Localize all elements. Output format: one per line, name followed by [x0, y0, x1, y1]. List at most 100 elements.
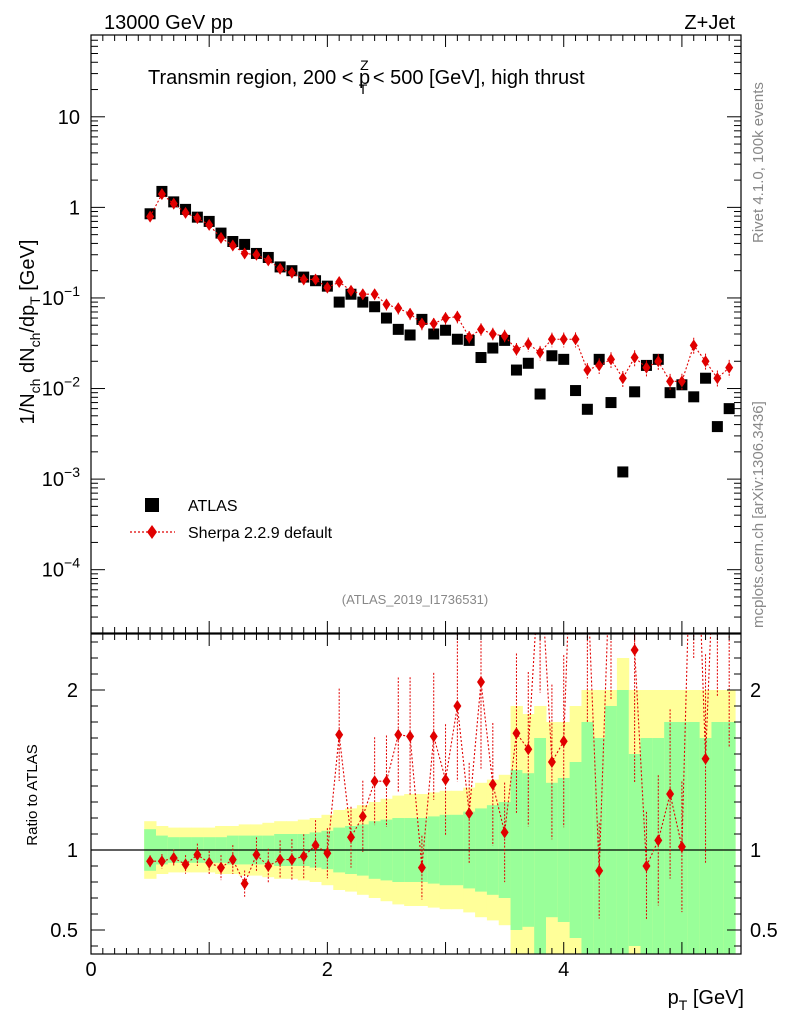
- sherpa-point: [488, 328, 497, 340]
- ratio-y-tick-label-right: 1: [750, 840, 761, 862]
- atlas-point: [239, 238, 251, 250]
- sherpa-point: [417, 317, 426, 330]
- atlas-point: [629, 386, 641, 398]
- sherpa-point: [287, 266, 296, 279]
- ratio-sherpa-point: [559, 735, 568, 748]
- ratio-sherpa-point: [547, 756, 556, 768]
- sherpa-point: [252, 248, 261, 261]
- sherpa-point: [595, 359, 604, 372]
- ratio-sherpa-point: [217, 861, 225, 874]
- sherpa-point: [370, 288, 379, 301]
- main-y-axis-label: 1/Nch dNch/dpT [GeV]: [17, 240, 43, 425]
- sherpa-point: [205, 218, 214, 231]
- sherpa-point: [181, 206, 190, 219]
- sherpa-point: [477, 323, 485, 336]
- ratio-sherpa-point: [205, 856, 214, 869]
- green-band-bin: [640, 738, 653, 954]
- sherpa-point: [677, 375, 686, 388]
- green-band-bin: [534, 738, 547, 954]
- sherpa-point: [512, 343, 521, 356]
- ratio-panel-frame: [90, 633, 742, 955]
- ratio-sherpa-point: [146, 855, 155, 868]
- atlas-point: [581, 403, 593, 415]
- ratio-sherpa-point: [512, 727, 521, 740]
- green-band-bin: [664, 722, 677, 954]
- sherpa-point: [536, 346, 545, 359]
- ratio-sherpa-point: [572, 412, 580, 424]
- ratio-sherpa-point: [240, 877, 249, 890]
- series-atlas: [144, 185, 735, 478]
- series-sherpa: [146, 188, 734, 391]
- atlas-point: [522, 357, 534, 369]
- ratio-sherpa-point: [193, 848, 202, 861]
- ratio-sherpa-point: [276, 853, 285, 866]
- sherpa-point: [347, 284, 355, 297]
- atlas-point: [333, 296, 345, 308]
- sherpa-point: [500, 330, 509, 343]
- ratio-sherpa-point: [441, 773, 450, 786]
- ratio-sherpa-point: [264, 860, 273, 872]
- ratio-sherpa-point: [287, 853, 296, 866]
- sherpa-point: [264, 254, 273, 267]
- ratio-sherpa-point: [500, 826, 509, 839]
- ratio-sherpa-point: [453, 700, 462, 712]
- sherpa-point: [335, 276, 344, 289]
- ratio-sherpa-point: [394, 728, 403, 741]
- green-band-bin: [699, 738, 712, 954]
- atlas-point: [380, 312, 392, 324]
- sherpa-point: [169, 197, 178, 210]
- sherpa-point: [453, 310, 462, 323]
- sherpa-point: [146, 210, 155, 223]
- process-label: Z+Jet: [684, 12, 735, 34]
- legend-mc-label: Sherpa 2.2.9 default: [188, 525, 333, 542]
- axes: 0 2 4 10−4 10−3 10−2 10−1 1 10 0.5 0.5 1 1 2 2: [42, 34, 778, 981]
- atlas-point: [617, 466, 629, 478]
- sherpa-point: [217, 231, 225, 244]
- legend-mc-marker: [147, 525, 157, 539]
- green-band-bin: [616, 690, 630, 954]
- main-panel-frame: [90, 34, 742, 634]
- atlas-point: [723, 403, 735, 415]
- atlas-point: [711, 421, 723, 433]
- mcplots-reference-label: mcplots.cern.ch [arXiv:1306.3436]: [750, 401, 767, 628]
- atlas-point: [570, 385, 582, 397]
- sherpa-line: [149, 193, 730, 382]
- atlas-point: [700, 372, 712, 384]
- sherpa-point: [228, 239, 237, 252]
- sherpa-point: [465, 331, 474, 344]
- sherpa-point: [394, 302, 403, 315]
- ratio-sherpa-point: [654, 834, 663, 847]
- atlas-point: [357, 296, 369, 308]
- green-band-bin: [711, 722, 724, 954]
- ratio-series-sherpa: [146, 412, 733, 921]
- sherpa-point: [559, 333, 568, 346]
- y-tick-label: 10: [58, 107, 80, 129]
- sherpa-point: [666, 375, 675, 388]
- plot-title: Transmin region, 200 < pZ T < 500 [GeV], …: [148, 57, 585, 97]
- atlas-point: [404, 329, 416, 341]
- green-band-bin: [581, 722, 594, 954]
- ratio-sherpa-point: [417, 861, 426, 874]
- sherpa-point: [358, 288, 367, 301]
- ratio-sherpa-line: [150, 634, 712, 885]
- ratio-sherpa-point: [666, 788, 675, 800]
- ratio-sherpa-point: [323, 847, 332, 860]
- sherpa-point: [157, 188, 166, 201]
- legend-atlas-label: ATLAS: [188, 498, 238, 515]
- sherpa-point: [713, 372, 722, 385]
- ratio-y-tick-label-right: 2: [750, 680, 761, 702]
- sherpa-point: [382, 298, 391, 311]
- sherpa-point: [429, 317, 438, 330]
- ratio-sherpa-point: [311, 839, 320, 852]
- atlas-point: [369, 301, 381, 313]
- y-tick-label: 1: [69, 197, 80, 219]
- ratio-sherpa-point: [630, 644, 639, 656]
- ratio-sherpa-point: [252, 848, 261, 861]
- ratio-sherpa-point: [181, 858, 190, 871]
- sherpa-point: [607, 353, 615, 366]
- ratio-sherpa-point: [725, 540, 733, 552]
- ratio-sherpa-point: [677, 840, 686, 853]
- x-tick-label: 0: [85, 959, 96, 981]
- x-axis-label: pT [GeV]: [668, 987, 744, 1013]
